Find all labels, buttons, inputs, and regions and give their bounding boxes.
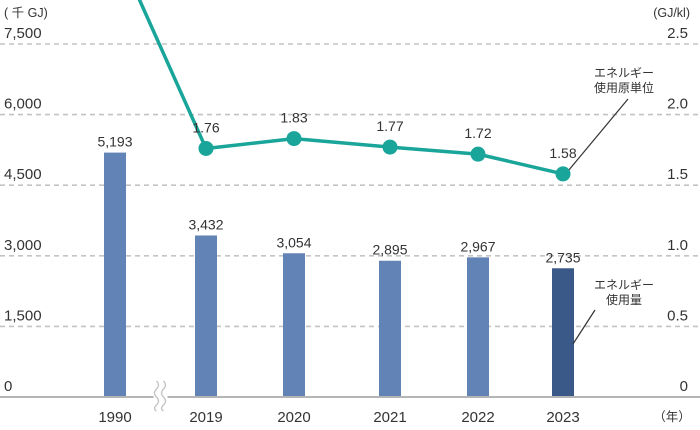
line-value-label: 1.72 (464, 125, 491, 141)
bar-value-label: 2,967 (460, 238, 495, 254)
y-right-tick-label: 2.5 (667, 25, 688, 42)
y-right-tick-label: 1.0 (667, 237, 688, 254)
line-value-label: 1.58 (549, 145, 576, 161)
line-annotation-label: エネルギー使用原単位 (594, 66, 654, 95)
x-tick-label: 2022 (461, 409, 494, 426)
axis-break-mark (153, 380, 160, 412)
bar (552, 268, 574, 397)
bar-value-label: 5,193 (97, 134, 132, 150)
labels: 0 1,500 3,000 4,500 6,000 7,500 0 0.5 1.0 1.5 2.0 2… (4, 6, 691, 426)
x-unit: （年） (653, 410, 691, 424)
x-tick-label: 2023 (546, 409, 579, 426)
x-tick-label: 1990 (98, 409, 131, 426)
y-left-tick-label: 1,500 (4, 307, 42, 324)
line-point (555, 166, 571, 182)
bar (379, 260, 401, 397)
bar (195, 235, 217, 397)
y-left-tick-label: 7,500 (4, 25, 42, 42)
bar-value-label: 3,432 (188, 216, 223, 232)
bar-value-label: 3,054 (276, 234, 311, 250)
y-left-tick-label: 0 (4, 378, 12, 395)
bar-value-label: 2,735 (545, 249, 580, 265)
y-left-unit: ( 千 GJ) (4, 6, 48, 20)
line-value-label: 1.77 (376, 118, 403, 134)
y-right-unit: (GJ/kl) (653, 6, 690, 20)
line-value-label: 1.83 (280, 110, 307, 126)
line-point (382, 139, 398, 155)
y-right-tick-label: 0 (680, 378, 688, 395)
line-value-label: 1.76 (192, 119, 219, 135)
bars (104, 152, 574, 397)
line-point (198, 140, 214, 156)
y-right-tick-label: 0.5 (667, 307, 688, 324)
axis-break-mark (160, 380, 167, 412)
bar (104, 152, 126, 397)
y-right-tick-label: 1.5 (667, 166, 688, 183)
y-left-tick-label: 3,000 (4, 237, 42, 254)
y-left-tick-label: 4,500 (4, 166, 42, 183)
line-point (286, 131, 302, 147)
line-annotation-leader (568, 98, 629, 171)
bar-annotation-leader (572, 309, 596, 345)
x-tick-label: 2021 (373, 409, 406, 426)
line-series (137, 0, 571, 182)
y-right-tick-label: 2.0 (667, 96, 688, 113)
y-left-tick-label: 6,000 (4, 96, 42, 113)
x-tick-label: 2019 (189, 409, 222, 426)
bar-annotation-label: エネルギー使用量 (594, 278, 654, 307)
bar (467, 257, 489, 397)
x-axis (0, 380, 700, 412)
line-point (470, 146, 486, 162)
bar (283, 253, 305, 397)
x-tick-label: 2020 (277, 409, 310, 426)
line-path (137, 0, 564, 176)
bar-value-label: 2,895 (372, 242, 407, 258)
